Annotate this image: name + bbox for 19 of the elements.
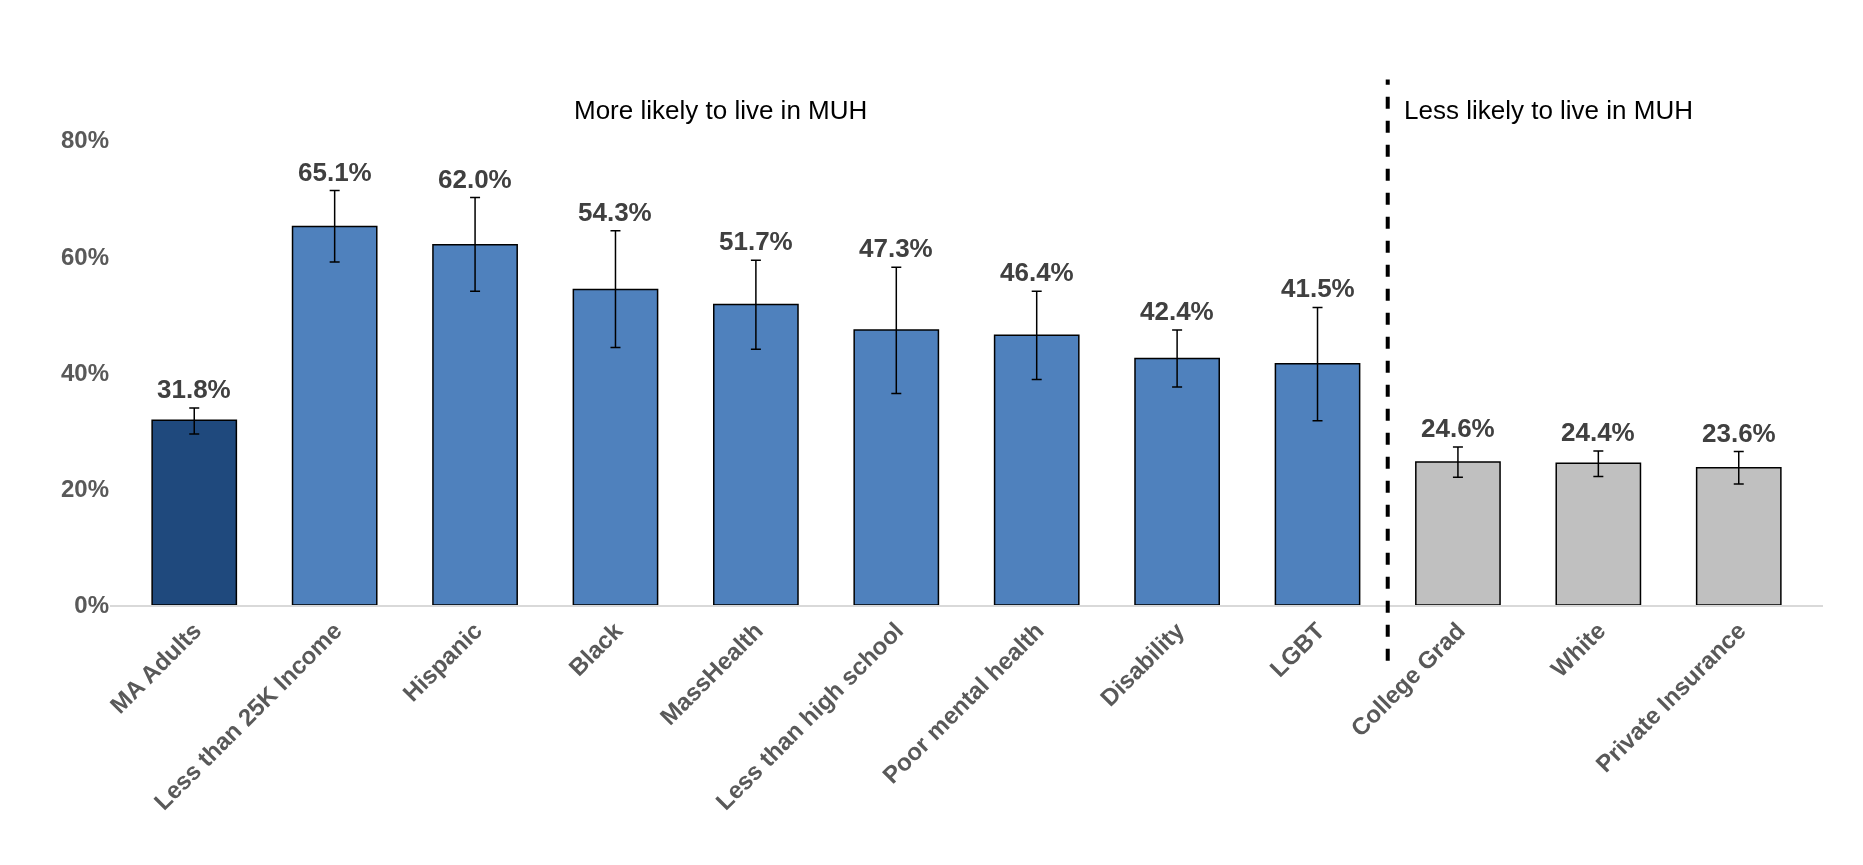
- data-label: 46.4%: [1000, 257, 1074, 287]
- text: Less likely to live in MUH: [1404, 95, 1693, 125]
- data-label: 24.4%: [1561, 417, 1635, 447]
- text: More likely to live in MUH: [574, 95, 868, 125]
- data-label: 47.3%: [859, 233, 933, 263]
- data-label: 51.7%: [719, 226, 793, 256]
- y-tick-label: 20%: [60, 475, 109, 503]
- data-label: 54.3%: [578, 197, 652, 227]
- data-label: 24.6%: [1421, 413, 1495, 443]
- y-tick-label: 80%: [60, 126, 109, 154]
- data-label: 42.4%: [1140, 296, 1214, 326]
- y-tick-label: 60%: [60, 242, 109, 270]
- data-label: 31.8%: [157, 374, 231, 404]
- data-label: 65.1%: [298, 157, 372, 187]
- y-tick-label: 40%: [60, 358, 109, 386]
- y-tick-label: 0%: [74, 591, 109, 619]
- data-label: 62.0%: [438, 164, 512, 194]
- data-label: 41.5%: [1281, 273, 1355, 303]
- data-label: 23.6%: [1702, 418, 1776, 448]
